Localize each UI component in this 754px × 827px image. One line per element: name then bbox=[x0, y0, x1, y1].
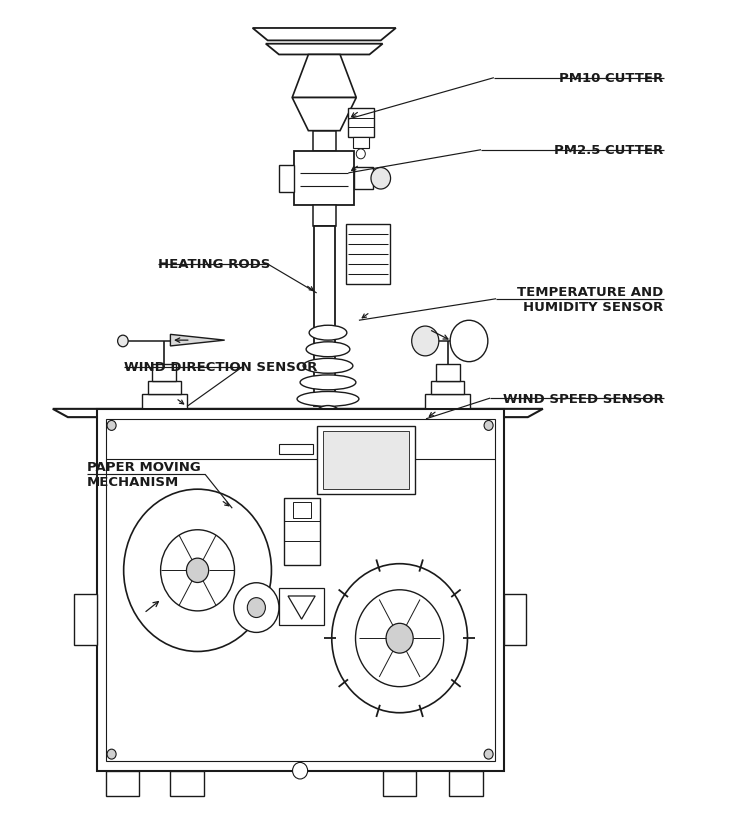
Circle shape bbox=[234, 583, 279, 633]
Circle shape bbox=[161, 530, 234, 611]
Bar bbox=[354, 169, 373, 190]
Ellipse shape bbox=[309, 326, 347, 341]
Text: PAPER MOVING
MECHANISM: PAPER MOVING MECHANISM bbox=[87, 461, 201, 489]
Ellipse shape bbox=[300, 375, 356, 390]
Bar bbox=[314, 227, 335, 407]
Ellipse shape bbox=[303, 359, 353, 374]
Bar bbox=[279, 165, 294, 193]
Bar bbox=[449, 771, 483, 796]
Polygon shape bbox=[170, 335, 225, 347]
Bar bbox=[348, 109, 374, 138]
Ellipse shape bbox=[297, 392, 359, 407]
Bar bbox=[313, 206, 336, 227]
Circle shape bbox=[293, 762, 308, 779]
Bar bbox=[293, 502, 311, 519]
Circle shape bbox=[450, 321, 488, 362]
Bar bbox=[317, 427, 415, 495]
Text: WIND SPEED SENSOR: WIND SPEED SENSOR bbox=[503, 392, 664, 405]
Circle shape bbox=[357, 150, 366, 160]
Circle shape bbox=[371, 168, 391, 190]
Bar bbox=[346, 225, 390, 284]
Circle shape bbox=[118, 336, 128, 347]
Text: PM10 CUTTER: PM10 CUTTER bbox=[559, 72, 664, 85]
Bar bbox=[294, 152, 354, 206]
Bar bbox=[431, 381, 464, 394]
Polygon shape bbox=[253, 29, 396, 41]
Bar bbox=[106, 771, 139, 796]
Bar bbox=[170, 771, 204, 796]
Circle shape bbox=[124, 490, 271, 652]
Bar bbox=[279, 588, 324, 625]
Circle shape bbox=[356, 590, 443, 686]
Polygon shape bbox=[288, 596, 315, 619]
Bar bbox=[279, 444, 313, 455]
Circle shape bbox=[310, 406, 346, 446]
Bar bbox=[425, 394, 470, 409]
Bar bbox=[152, 365, 176, 381]
Circle shape bbox=[484, 749, 493, 759]
Circle shape bbox=[332, 564, 467, 713]
Polygon shape bbox=[293, 55, 356, 98]
Bar bbox=[74, 594, 97, 645]
Ellipse shape bbox=[306, 342, 350, 357]
Polygon shape bbox=[265, 45, 382, 55]
Polygon shape bbox=[293, 98, 356, 131]
Circle shape bbox=[247, 598, 265, 618]
Circle shape bbox=[186, 558, 209, 583]
Circle shape bbox=[386, 624, 413, 653]
Text: WIND DIRECTION SENSOR: WIND DIRECTION SENSOR bbox=[124, 361, 317, 374]
Bar bbox=[436, 365, 460, 381]
Bar bbox=[97, 409, 504, 771]
Text: PM2.5 CUTTER: PM2.5 CUTTER bbox=[554, 144, 664, 157]
Bar bbox=[142, 394, 187, 409]
Text: HEATING RODS: HEATING RODS bbox=[158, 258, 271, 271]
Bar bbox=[504, 594, 526, 645]
Circle shape bbox=[107, 749, 116, 759]
Bar bbox=[148, 381, 181, 394]
Polygon shape bbox=[53, 409, 543, 418]
Bar bbox=[323, 432, 409, 490]
Bar bbox=[284, 499, 320, 565]
Circle shape bbox=[484, 421, 493, 431]
Text: TEMPERATURE AND
HUMIDITY SENSOR: TEMPERATURE AND HUMIDITY SENSOR bbox=[517, 285, 664, 313]
Circle shape bbox=[107, 421, 116, 431]
Bar bbox=[106, 419, 495, 761]
Circle shape bbox=[412, 327, 439, 356]
Bar bbox=[353, 138, 369, 149]
Bar bbox=[313, 131, 336, 152]
Bar bbox=[383, 771, 416, 796]
